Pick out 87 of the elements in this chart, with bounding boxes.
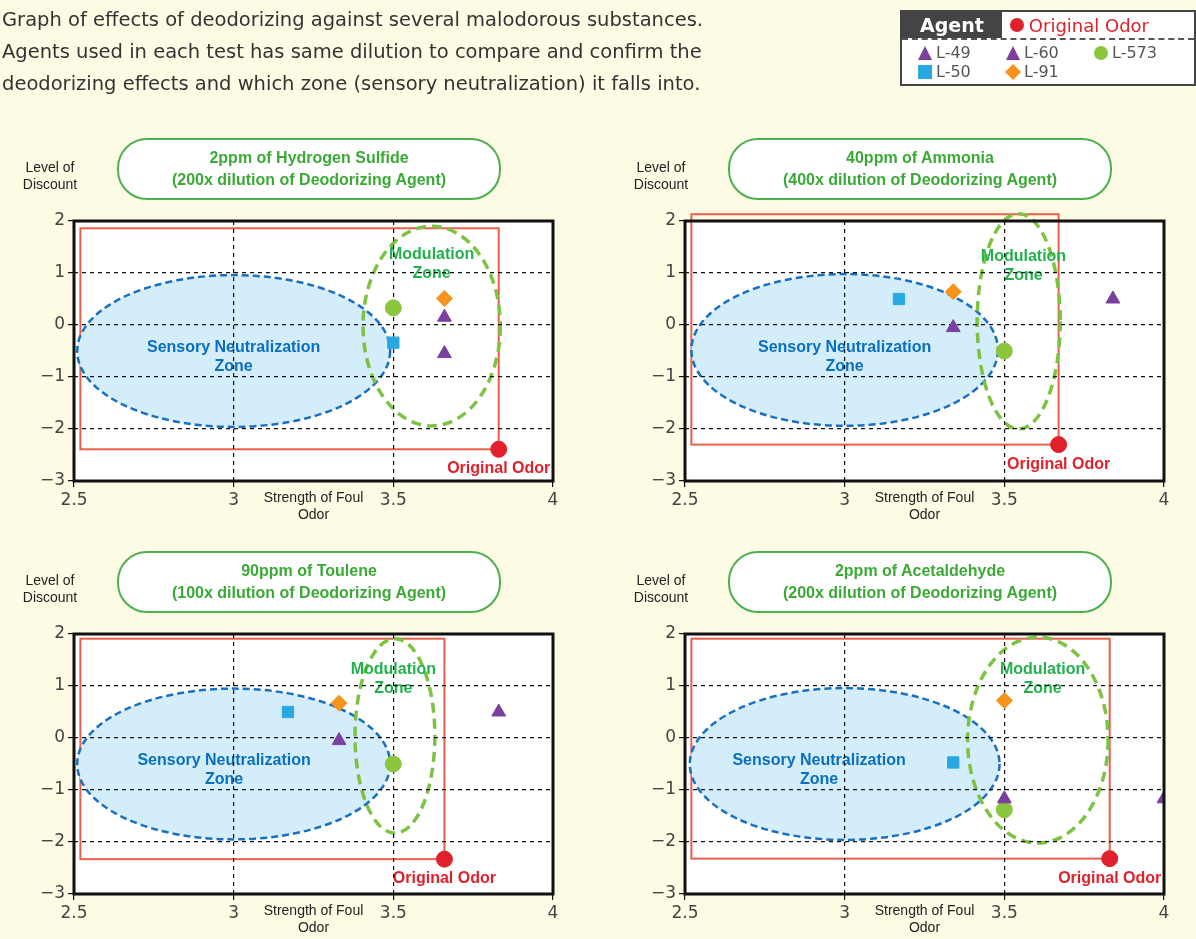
annotation: Sensory Neutralization Zone [136, 750, 312, 789]
y-tick-label: 1 [54, 674, 65, 695]
text: Original Odor [447, 459, 551, 477]
point [384, 299, 402, 317]
x-tick-label: 4 [547, 901, 559, 922]
y-tick-label: −3 [650, 882, 676, 903]
point [437, 345, 452, 359]
x-axis-title: Strength of Foul Odor [263, 902, 364, 936]
x-axis-title: Strength of Foul Odor [874, 902, 975, 936]
y-tick-label: −1 [650, 365, 676, 386]
x-tick-label: 2.5 [671, 901, 699, 922]
annotation: Sensory Neutralization Zone [146, 337, 322, 376]
point [437, 308, 452, 322]
point [995, 342, 1013, 360]
y-tick-label: −3 [650, 469, 676, 490]
x-tick-label: 3 [839, 488, 851, 509]
point [944, 283, 962, 301]
y-tick-label: 1 [54, 261, 65, 282]
y-tick-label: 0 [54, 313, 65, 334]
x-tick-label: 3.5 [379, 901, 407, 922]
x-tick-label: 4 [1158, 488, 1170, 509]
x-axis-title: Strength of Foul Odor [263, 489, 364, 523]
series-label: Original Odor [392, 868, 496, 888]
legend-label: L-573 [1112, 43, 1157, 62]
point [281, 705, 295, 719]
x-tick-label: 3.5 [379, 488, 407, 509]
point [330, 694, 348, 712]
legend-title: Agent [902, 12, 1002, 38]
x-tick-label: 2.5 [60, 488, 88, 509]
x-axis-title: Strength of Foul Odor [874, 489, 975, 523]
point [892, 292, 906, 306]
point [435, 289, 453, 307]
x-tick-label: 3 [228, 901, 240, 922]
chart-title: 90ppm of Toulene (100x dilution of Deodorizing Agent) [117, 551, 501, 613]
legend-label: L-91 [1024, 62, 1059, 81]
x-tick-label: 2.5 [60, 901, 88, 922]
annotation: Sensory Neutralization Zone [757, 337, 933, 376]
point [384, 755, 402, 773]
y-axis-title: Level of Discount [21, 159, 79, 193]
y-tick-label: 2 [665, 209, 676, 230]
x-tick-label: 4 [547, 488, 559, 509]
point [1105, 290, 1121, 304]
point [435, 850, 453, 868]
series-label: Original Odor [1007, 453, 1111, 473]
y-tick-label: −2 [39, 417, 65, 438]
y-tick-label: 1 [665, 261, 676, 282]
text: Graph of effects of deodorizing against several malodorous substances. Agents used in each test has same dilution to compare and confirm the deodorizing effects and which zone (sensory neutralization) it falls into. [2, 7, 705, 97]
point [490, 440, 508, 458]
y-tick-label: 2 [54, 622, 65, 643]
annotation: Sensory Neutralization Zone [731, 750, 907, 789]
y-tick-label: −1 [39, 365, 65, 386]
x-tick-label: 2.5 [671, 488, 699, 509]
x-tick-label: 3.5 [990, 901, 1018, 922]
legend-label: L-60 [1024, 43, 1059, 62]
x-tick-label: 4 [1158, 901, 1170, 922]
chart-title: 2ppm of Acetaldehyde (200x dilution of Deodorizing Agent) [728, 551, 1112, 613]
legend-label: L-50 [936, 62, 971, 81]
point [331, 732, 347, 746]
legend-label: Original Odor [1028, 14, 1149, 36]
chart-title: 2ppm of Hydrogen Sulfide (200x dilution of Deodorizing Agent) [117, 138, 501, 200]
point [387, 336, 400, 349]
y-tick-label: 1 [665, 674, 676, 695]
y-tick-label: 0 [665, 313, 676, 334]
y-tick-label: −2 [650, 417, 676, 438]
y-tick-label: 2 [665, 622, 676, 643]
annotation: Modulation Zone [388, 243, 476, 282]
series-label: Original Odor [1058, 867, 1162, 887]
x-tick-label: 3 [839, 901, 851, 922]
point [1050, 436, 1068, 454]
y-axis-title: Level of Discount [21, 572, 79, 606]
y-tick-label: −2 [650, 830, 676, 851]
legend-label: L-49 [936, 43, 971, 62]
y-axis-title: Level of Discount [632, 159, 690, 193]
y-tick-label: 0 [665, 726, 676, 747]
y-tick-label: −3 [39, 469, 65, 490]
point [491, 703, 507, 717]
point [945, 319, 961, 333]
x-tick-label: 3 [228, 488, 240, 509]
y-axis-title: Level of Discount [632, 572, 690, 606]
y-tick-label: 0 [54, 726, 65, 747]
y-tick-label: 2 [54, 209, 65, 230]
y-tick-label: −3 [39, 882, 65, 903]
x-tick-label: 3.5 [990, 488, 1018, 509]
y-tick-label: −2 [39, 830, 65, 851]
y-tick-label: −1 [39, 778, 65, 799]
chart-title: 40ppm of Ammonia (400x dilution of Deodorizing Agent) [728, 138, 1112, 200]
y-tick-label: −1 [650, 778, 676, 799]
